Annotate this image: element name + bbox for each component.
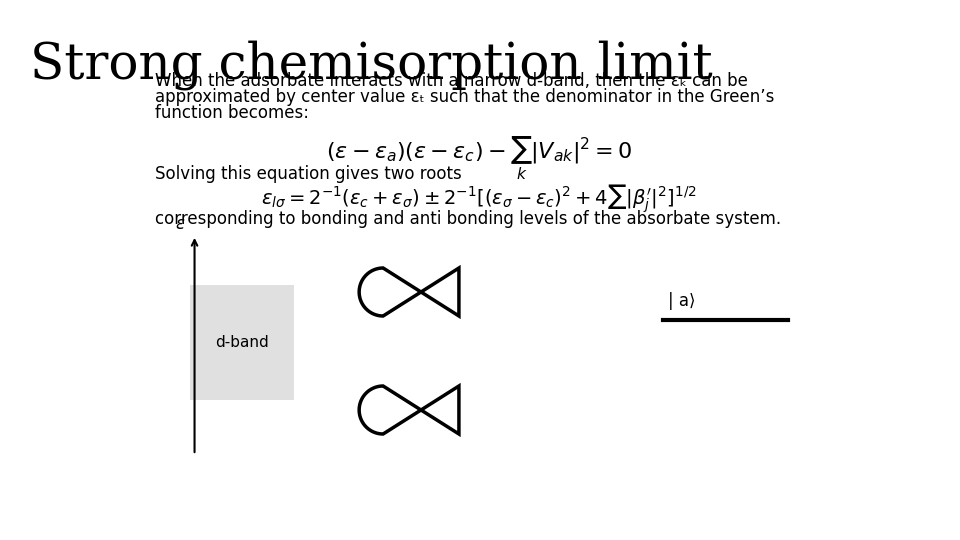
Text: ε: ε — [176, 215, 184, 233]
Text: d-band: d-band — [215, 335, 269, 350]
Text: $(\epsilon-\epsilon_a)(\epsilon-\epsilon_c)-\sum_k|V_{ak}|^2=0$: $(\epsilon-\epsilon_a)(\epsilon-\epsilon… — [325, 135, 632, 183]
Polygon shape — [359, 268, 459, 316]
Text: | a⟩: | a⟩ — [668, 292, 696, 310]
Text: approximated by center value εₜ such that the denominator in the Green’s: approximated by center value εₜ such tha… — [155, 88, 774, 106]
Text: $\epsilon_{l\sigma}=2^{-1}(\epsilon_c+\epsilon_\sigma)\pm 2^{-1}[(\epsilon_\sigm: $\epsilon_{l\sigma}=2^{-1}(\epsilon_c+\e… — [261, 182, 697, 215]
Bar — [189, 285, 295, 400]
Text: When the adsorbate interacts with a narrow d-band, then the εₖ can be: When the adsorbate interacts with a narr… — [155, 72, 748, 90]
Text: corresponding to bonding and anti bonding levels of the absorbate system.: corresponding to bonding and anti bondin… — [155, 210, 780, 228]
Text: Solving this equation gives two roots: Solving this equation gives two roots — [155, 165, 462, 183]
Polygon shape — [359, 386, 459, 434]
Text: Strong chemisorption limit: Strong chemisorption limit — [30, 40, 712, 90]
Text: function becomes:: function becomes: — [155, 104, 308, 122]
